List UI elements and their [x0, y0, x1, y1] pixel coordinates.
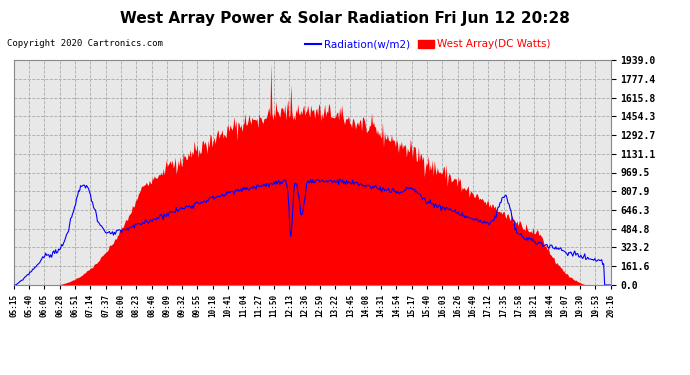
- Text: West Array Power & Solar Radiation Fri Jun 12 20:28: West Array Power & Solar Radiation Fri J…: [120, 11, 570, 26]
- Text: Copyright 2020 Cartronics.com: Copyright 2020 Cartronics.com: [7, 39, 163, 48]
- Legend: Radiation(w/m2), West Array(DC Watts): Radiation(w/m2), West Array(DC Watts): [301, 35, 555, 54]
